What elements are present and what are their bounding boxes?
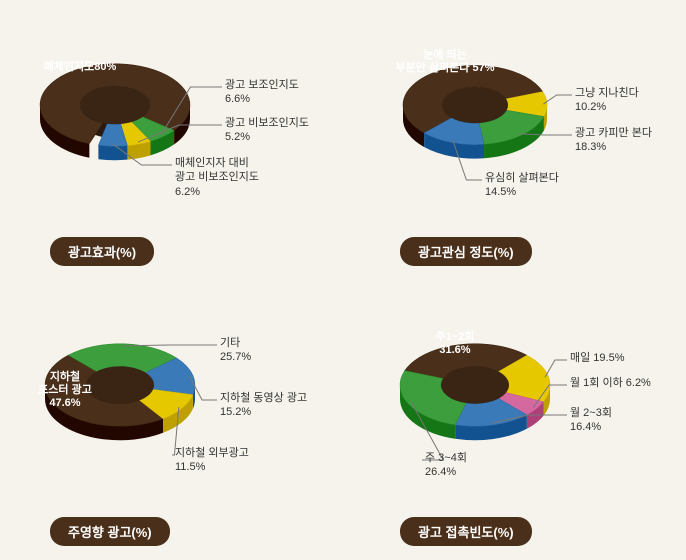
slice-label: 유심히 살펴본다14.5%: [485, 171, 559, 200]
slice-label-on: 눈에 띄는부분만 살펴본다 57%: [396, 47, 495, 74]
chart-c4: 주1~2회31.6% 매일 19.5% 월 1회 이하 6.2% 월 2~3회16.4…: [370, 300, 686, 546]
slice-label: 매체인지자 대비광고 비보조인지도6.2%: [175, 156, 259, 199]
chart-c2: 눈에 띄는부분만 살펴본다 57% 그냥 지나친다10.2% 광고 카피만 본다18…: [370, 20, 686, 266]
slice-wall: [98, 145, 127, 160]
chart-title-badge: 광고 접촉빈도(%): [400, 517, 532, 546]
slice-label: 지하철 외부광고11.5%: [175, 446, 249, 475]
slice-label: 광고 카피만 본다18.3%: [575, 126, 652, 155]
chart-title-badge: 광고관심 정도(%): [400, 237, 532, 266]
chart-c1: 매체인지도80% 광고 보조인지도6.6% 광고 비보조인지도5.2% 매체인지자 대…: [20, 20, 340, 266]
slice-label-on: 매체인지도80%: [44, 59, 117, 73]
donut-chart: 주1~2회31.6%: [370, 300, 686, 500]
leader-line: [543, 95, 572, 104]
slice-label: 주 3~4회26.4%: [425, 451, 467, 480]
slice-label: 월 1회 이하 6.2%: [570, 376, 651, 390]
chart-title-badge: 광고효과(%): [50, 237, 154, 266]
leader-line: [545, 360, 567, 377]
chart-title-badge: 주영향 광고(%): [50, 517, 170, 546]
slice-label: 기타25.7%: [220, 336, 251, 365]
slice-label: 광고 보조인지도6.6%: [225, 78, 299, 107]
slice-label: 그냥 지나친다10.2%: [575, 86, 639, 115]
slice-label: 지하철 동영상 광고15.2%: [220, 391, 307, 420]
chart-c3: 지하철포스터 광고47.6%기타25.7%지하철 동영상 광고15.2%지하철 …: [20, 300, 340, 546]
slice-label: 광고 비보조인지도5.2%: [225, 116, 309, 145]
slice-label-on: 주1~2회31.6%: [436, 329, 475, 356]
slice-label: 매일 19.5%: [570, 351, 625, 365]
slice-label: 월 2~3회16.4%: [570, 406, 612, 435]
leader-line: [123, 345, 217, 346]
